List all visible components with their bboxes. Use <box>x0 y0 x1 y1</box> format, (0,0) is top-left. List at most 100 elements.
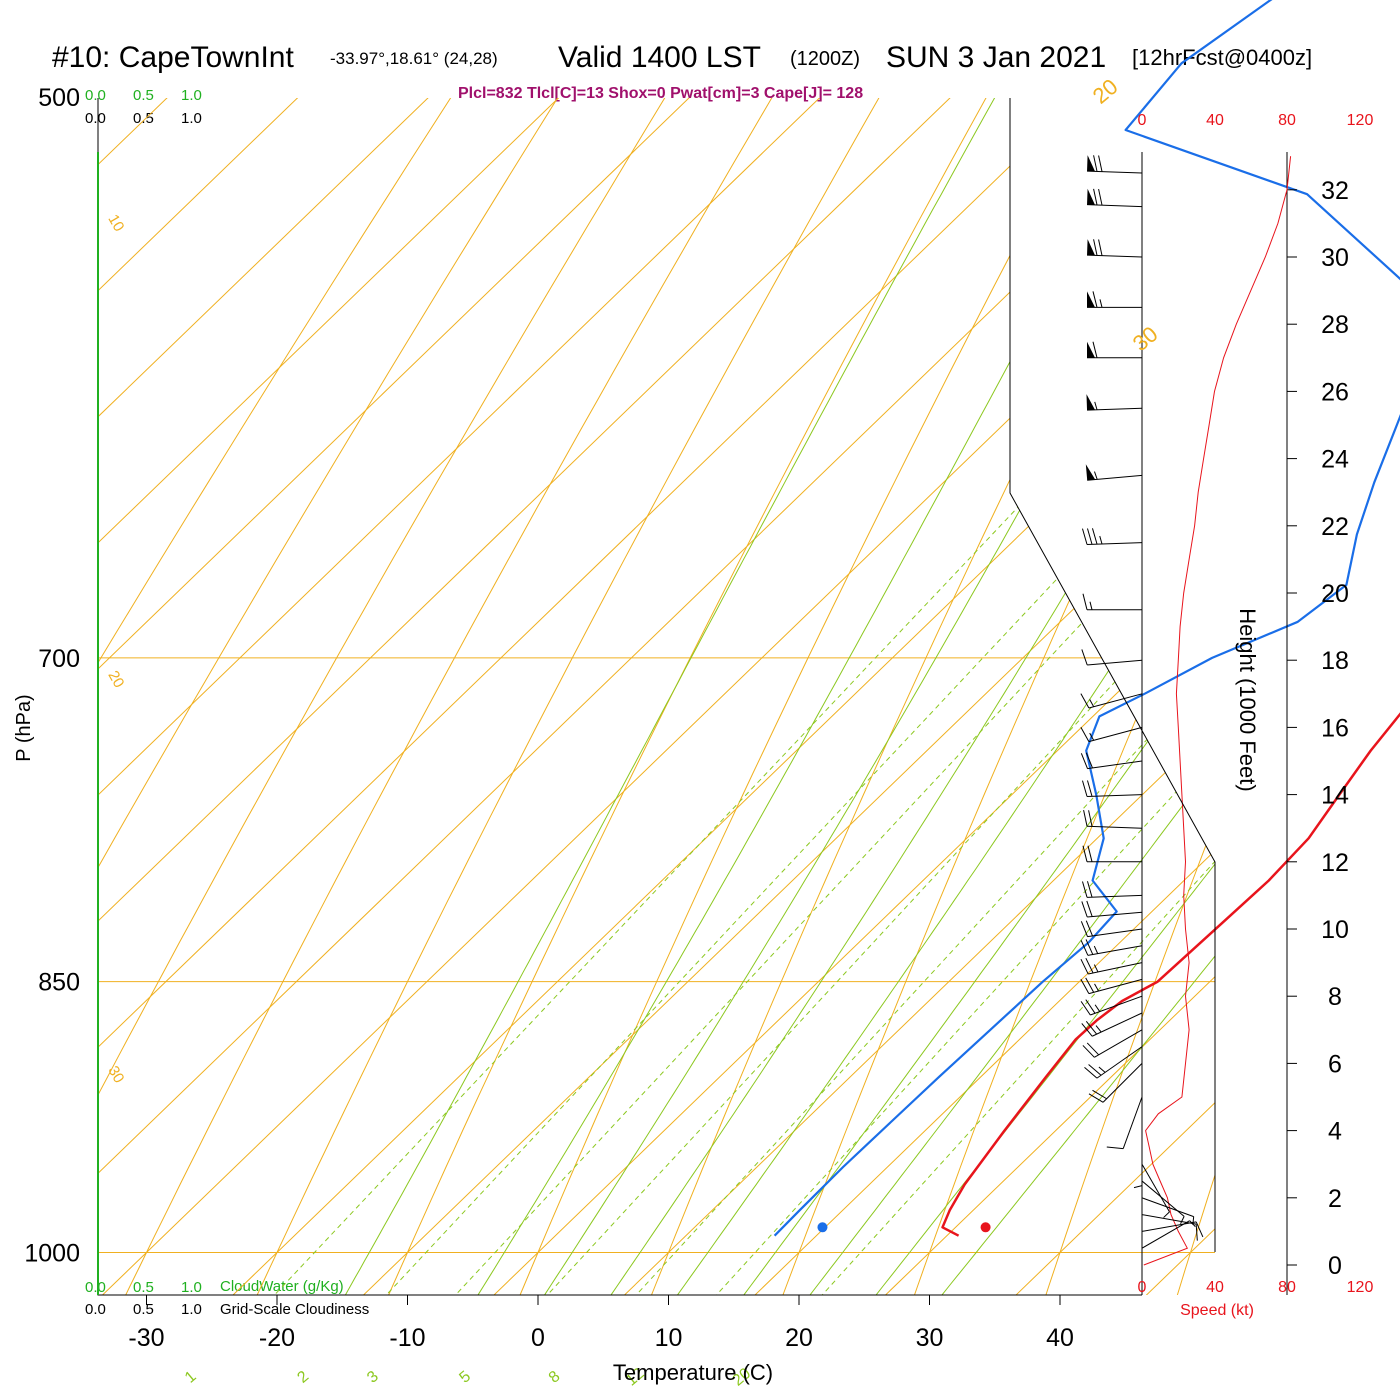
cloud-water-tick-bottom: 1.0 <box>181 1279 202 1296</box>
wind-barb-half-feather <box>1099 299 1103 308</box>
pressure-tick-label: 850 <box>38 969 80 997</box>
isotherm-line <box>503 98 1215 1295</box>
wind-barb-staff <box>1090 995 1143 1016</box>
wind-barb-feather <box>1086 528 1093 545</box>
wind-barb-feather <box>1093 239 1098 256</box>
wind-barb-feather <box>1092 341 1098 358</box>
height-axis-title: Height (1000 Feet) <box>1235 608 1260 791</box>
wind-barb <box>1106 1096 1143 1150</box>
wind-barb-half-feather <box>1099 535 1103 545</box>
wind-barb-staff <box>1087 825 1143 829</box>
wind-barb <box>1082 1029 1143 1058</box>
wind-barb-staff <box>1141 1197 1194 1218</box>
wind-barb-feather <box>1085 999 1096 1014</box>
height-tick-label: 18 <box>1321 647 1349 675</box>
wind-barb-feather <box>1080 1001 1091 1016</box>
wind-barb-feather <box>1092 1089 1107 1100</box>
cloudiness-tick-bottom: 0.5 <box>133 1301 154 1318</box>
temperature-tick-label: 40 <box>1046 1324 1074 1352</box>
isotherm-line <box>373 98 1215 1295</box>
wind-barb <box>1080 726 1143 743</box>
plot-frame <box>97 98 1142 1296</box>
dry-adiabat-line <box>203 98 1215 1295</box>
sounding-indices: Plcl=832 Tlcl[C]=13 Shox=0 Pwat[cm]=3 Ca… <box>458 85 863 102</box>
wind-barb-staff <box>1087 170 1143 174</box>
wind-barb-half-feather <box>1094 983 1099 992</box>
temperature-tick-label: 20 <box>785 1324 813 1352</box>
wind-barb-feather <box>1106 1146 1124 1150</box>
wind-barb-feather <box>1088 810 1093 827</box>
dry-adiabat-line <box>739 98 1215 1295</box>
dry-adiabat-line <box>1142 98 1215 1295</box>
wind-barb-feather <box>1082 1045 1095 1058</box>
temperature-tick-label: -20 <box>259 1324 295 1352</box>
wind-barb-feather <box>1098 188 1103 206</box>
wind-barb-feather <box>1086 780 1093 797</box>
mixing-ratio-label: 2 <box>294 1368 312 1387</box>
temperature-tick-label: -10 <box>389 1324 425 1352</box>
height-tick-label: 2 <box>1328 1185 1342 1213</box>
moist-adiabat-line <box>322 98 1215 1295</box>
wind-barb <box>1085 464 1143 481</box>
surface-dewpoint-marker <box>817 1222 828 1233</box>
height-tick-label: 24 <box>1321 446 1349 474</box>
wind-barb-feather <box>1086 881 1093 898</box>
speed-tick: 80 <box>1278 1279 1296 1296</box>
speed-ticks-top: 0 40 80 120 <box>1138 112 1374 129</box>
dry-adiabat-line <box>873 98 1215 1295</box>
wind-barb-half-feather <box>1095 1025 1102 1033</box>
wind-barb-half-feather <box>1133 1185 1143 1189</box>
cloud-water-tick-bottom: 0.5 <box>133 1279 154 1296</box>
moist-adiabat-line <box>518 98 1215 1295</box>
wind-barb-feather <box>1087 845 1093 862</box>
wind-barb-feather <box>1093 155 1098 172</box>
wind-barb-feather <box>1085 1021 1098 1035</box>
wind-barb <box>1081 528 1143 546</box>
wind-barb-feather <box>1093 188 1098 206</box>
wind-barb-half-feather <box>1094 401 1098 410</box>
cloud-water-tick-bottom: 0.0 <box>85 1279 106 1296</box>
wind-barb <box>1082 845 1142 863</box>
wind-barb <box>1083 810 1143 829</box>
mixing-ratio-label: 3 <box>364 1368 382 1387</box>
wind-barb-half-feather <box>1192 1216 1195 1225</box>
cloudiness-tick-top: 0.5 <box>133 110 154 127</box>
wind-barb <box>1133 1130 1143 1189</box>
wind-barb-half-feather <box>1089 732 1095 741</box>
speed-axis-title: Speed (kt) <box>1180 1302 1254 1319</box>
wind-barb-flag <box>1087 239 1096 256</box>
height-tick-label: 22 <box>1321 513 1349 541</box>
wind-barb <box>1141 1221 1204 1238</box>
temperature-profile <box>941 712 1400 1237</box>
height-tick-label: 14 <box>1321 782 1349 810</box>
wind-barb-feather <box>1098 239 1103 256</box>
wind-barb-staff <box>1141 1163 1170 1213</box>
wind-barb-feather <box>1086 1042 1100 1056</box>
wind-barb-staff <box>1087 928 1143 938</box>
mixing-ratio-line <box>439 98 1215 1295</box>
wind-barb <box>1087 291 1142 308</box>
y-axis-title: P (hPa) <box>13 694 35 761</box>
wind-barb-feather <box>1195 1224 1198 1241</box>
wind-barb <box>1080 995 1143 1016</box>
wind-barb-feather <box>1084 1066 1098 1079</box>
isotherm-line <box>1025 98 1215 1295</box>
wind-barb-flag <box>1087 341 1095 358</box>
height-tick-label: 6 <box>1328 1050 1342 1078</box>
wind-barb-flag <box>1086 394 1096 411</box>
valid-date: SUN 3 Jan 2021 <box>886 41 1106 74</box>
wind-barb-feather <box>1081 780 1088 797</box>
wind-barb-half-feather <box>1093 945 1099 954</box>
wind-barb-feather <box>1085 920 1093 937</box>
isotherm-label: 30 <box>104 1063 127 1086</box>
wind-barb-feather <box>1080 753 1088 769</box>
